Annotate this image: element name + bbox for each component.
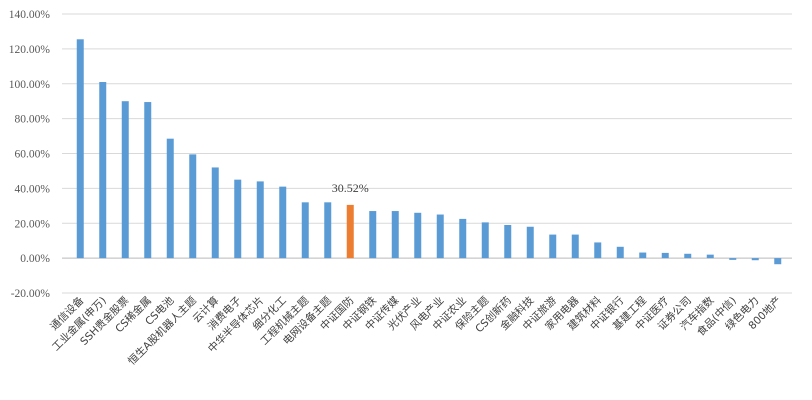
bar [526,226,534,259]
bar [76,39,84,259]
bar [121,101,129,259]
bar [571,234,579,259]
bar [144,102,152,259]
bar [481,222,489,259]
y-tick-label: 20.00% [15,218,51,230]
bar [256,181,264,259]
bar [391,211,399,259]
bar [346,204,354,259]
y-tick-label: 80.00% [15,114,51,126]
y-tick-label: -20.00% [11,288,51,300]
bar [639,252,647,259]
bar [211,167,219,259]
bar [504,224,512,259]
bar [189,154,197,259]
bar [751,258,759,261]
bar [616,246,624,259]
y-tick-label: 0.00% [20,253,50,265]
bar [459,218,467,259]
y-tick-label: 140.00% [9,9,51,21]
bar [279,186,287,259]
bar [234,179,242,259]
y-tick-label: 40.00% [15,183,51,195]
bar [684,253,692,259]
bar [99,82,107,259]
bar [729,258,737,260]
bar [369,211,377,259]
bar [324,202,332,259]
bar [549,234,557,259]
bar [774,258,782,265]
bar [706,254,714,259]
bar [301,202,309,259]
bar [436,214,444,259]
bar [661,252,669,259]
data-label: 30.52% [332,181,369,195]
y-tick-label: 120.00% [9,44,51,56]
bar [166,138,174,259]
y-tick-label: 60.00% [15,149,51,161]
bar [414,212,422,259]
bar [594,242,602,259]
y-tick-label: 100.00% [9,79,51,91]
